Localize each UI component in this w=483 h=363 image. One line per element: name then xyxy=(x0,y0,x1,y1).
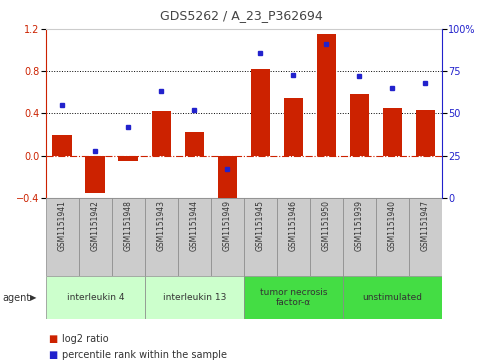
Bar xyxy=(316,34,336,156)
Bar xyxy=(409,198,442,276)
Text: ■: ■ xyxy=(48,350,57,360)
Bar xyxy=(79,198,112,276)
Text: GSM1151942: GSM1151942 xyxy=(91,200,100,251)
Text: interleukin 13: interleukin 13 xyxy=(163,293,226,302)
Bar xyxy=(415,110,435,156)
Text: log2 ratio: log2 ratio xyxy=(62,334,109,344)
Bar xyxy=(383,108,402,156)
Bar xyxy=(284,98,303,156)
Text: GSM1151948: GSM1151948 xyxy=(124,200,133,251)
Text: percentile rank within the sample: percentile rank within the sample xyxy=(62,350,227,360)
Text: agent: agent xyxy=(2,293,30,303)
Bar xyxy=(152,111,171,156)
Text: GSM1151944: GSM1151944 xyxy=(190,200,199,251)
Bar xyxy=(211,198,244,276)
Bar xyxy=(145,198,178,276)
Bar xyxy=(185,132,204,156)
Text: GSM1151946: GSM1151946 xyxy=(289,200,298,251)
Bar xyxy=(112,198,145,276)
Text: GSM1151943: GSM1151943 xyxy=(157,200,166,251)
Bar xyxy=(145,276,244,319)
Bar xyxy=(217,156,237,203)
Text: GDS5262 / A_23_P362694: GDS5262 / A_23_P362694 xyxy=(160,9,323,22)
Text: ▶: ▶ xyxy=(30,293,36,302)
Bar xyxy=(244,198,277,276)
Bar xyxy=(350,94,369,156)
Text: GSM1151940: GSM1151940 xyxy=(388,200,397,251)
Text: GSM1151950: GSM1151950 xyxy=(322,200,331,251)
Text: GSM1151945: GSM1151945 xyxy=(256,200,265,251)
Bar xyxy=(46,276,145,319)
Text: GSM1151947: GSM1151947 xyxy=(421,200,430,251)
Bar xyxy=(118,156,138,161)
Bar xyxy=(244,276,343,319)
Bar xyxy=(85,156,105,192)
Bar xyxy=(343,198,376,276)
Text: tumor necrosis
factor-α: tumor necrosis factor-α xyxy=(260,288,327,307)
Text: GSM1151939: GSM1151939 xyxy=(355,200,364,251)
Bar xyxy=(178,198,211,276)
Text: unstimulated: unstimulated xyxy=(362,293,423,302)
Text: ■: ■ xyxy=(48,334,57,344)
Bar xyxy=(46,198,79,276)
Text: GSM1151941: GSM1151941 xyxy=(58,200,67,251)
Bar xyxy=(251,69,270,156)
Bar xyxy=(376,198,409,276)
Text: GSM1151949: GSM1151949 xyxy=(223,200,232,251)
Bar xyxy=(310,198,343,276)
Bar xyxy=(277,198,310,276)
Bar xyxy=(53,135,72,156)
Text: interleukin 4: interleukin 4 xyxy=(67,293,124,302)
Bar xyxy=(343,276,442,319)
